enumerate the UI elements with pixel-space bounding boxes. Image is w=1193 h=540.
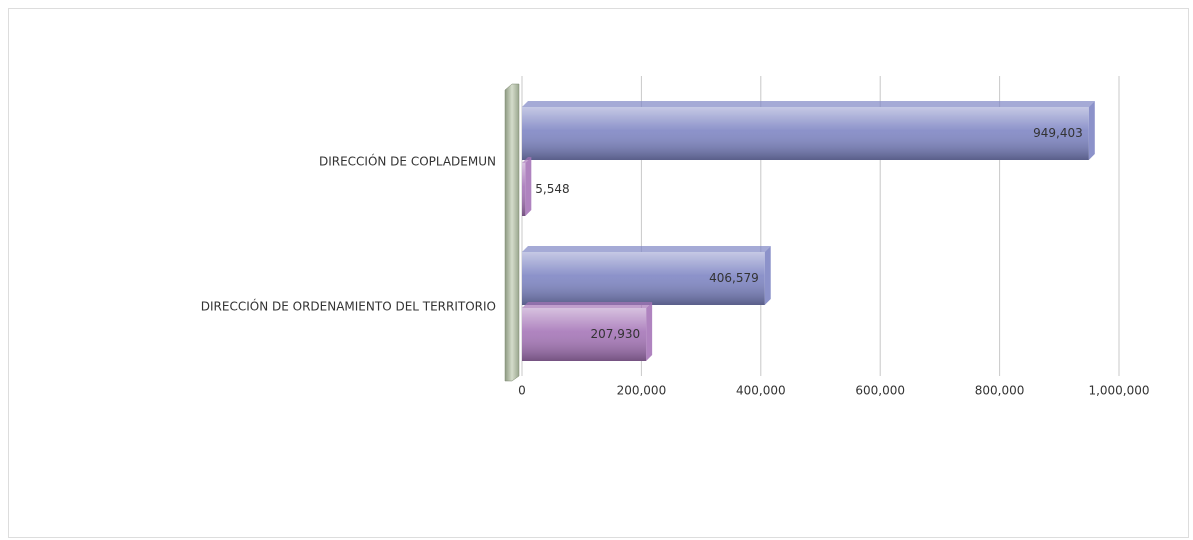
bar-side <box>1088 101 1095 160</box>
x-tick-label: 800,000 <box>975 384 1025 398</box>
value-label: 5,548 <box>535 182 569 196</box>
x-tick-label: 400,000 <box>736 384 786 398</box>
category-label: DIRECCIÓN DE COPLADEMUN <box>319 154 496 169</box>
value-label: 207,930 <box>591 327 641 341</box>
bar-shade <box>522 308 647 361</box>
bar-top <box>522 246 771 252</box>
value-label: 949,403 <box>1033 126 1083 140</box>
panel-border <box>8 8 1189 538</box>
bar-top <box>522 302 653 308</box>
bar-side <box>525 157 532 216</box>
bar-shade <box>522 252 765 305</box>
bar-side <box>646 302 653 361</box>
bar-top <box>522 101 1095 107</box>
bar-side <box>764 246 771 305</box>
x-tick-label: 0 <box>518 384 526 398</box>
x-tick-label: 600,000 <box>855 384 905 398</box>
x-tick-label: 200,000 <box>617 384 667 398</box>
value-label: 406,579 <box>709 271 759 285</box>
bar-top <box>522 157 532 163</box>
bar-shade <box>522 163 526 216</box>
category-label: DIRECCIÓN DE ORDENAMIENTO DEL TERRITORIO <box>201 299 496 314</box>
axis-wall <box>504 83 520 382</box>
x-tick-label: 1,000,000 <box>1088 384 1149 398</box>
bar-shade <box>522 107 1089 160</box>
